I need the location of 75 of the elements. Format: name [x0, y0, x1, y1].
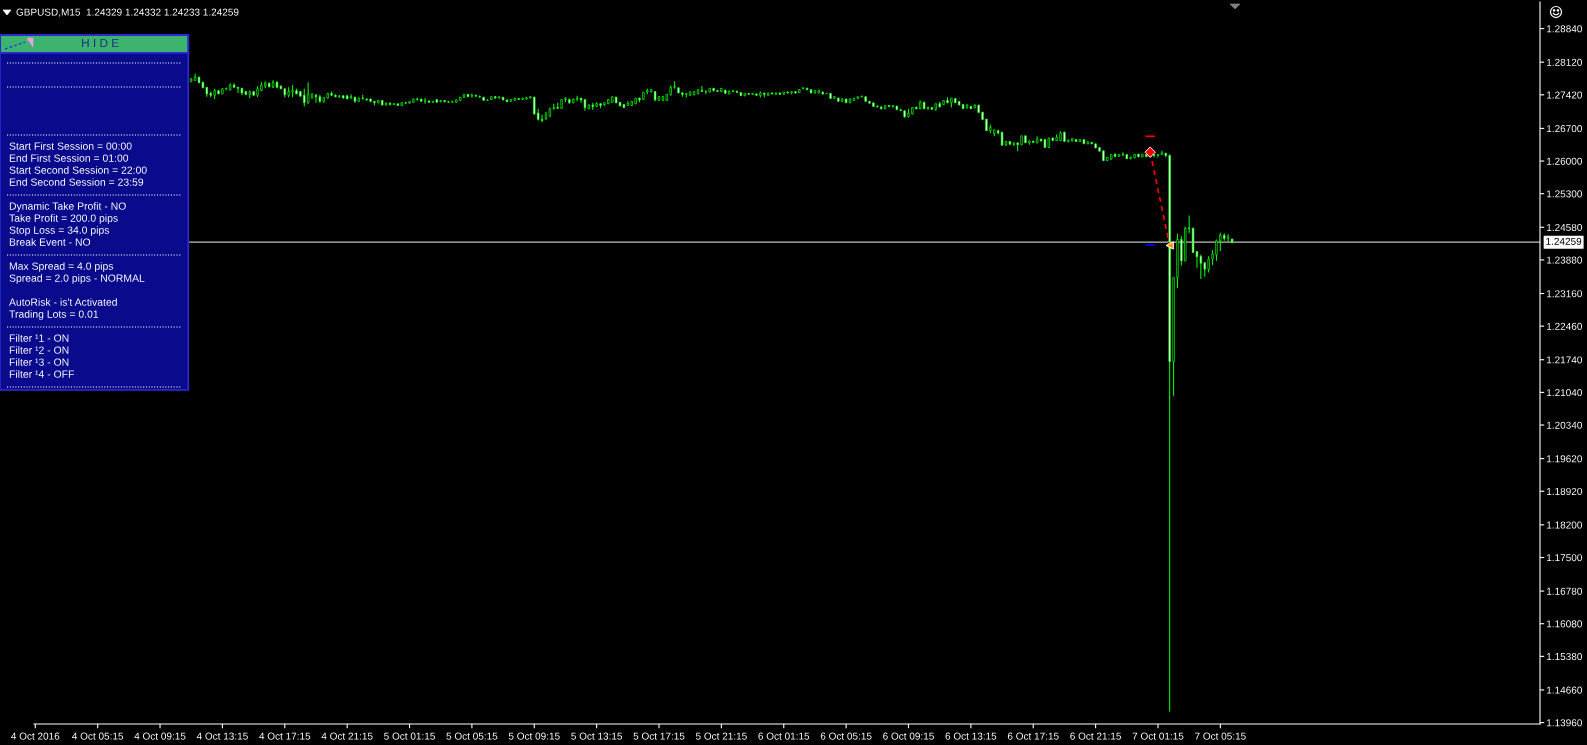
x-tick-label: 4 Oct 21:15	[321, 732, 373, 740]
x-tick-label: 6 Oct 01:15	[758, 732, 810, 740]
y-tick-label: 1.27420	[1547, 91, 1583, 99]
annotation: Filter ¹4 - OFF	[9, 370, 74, 378]
annotation: Spread = 2.0 pips - NORMAL	[9, 274, 145, 284]
y-tick-label: 1.25300	[1547, 190, 1583, 198]
y-tick-label: 1.17500	[1547, 554, 1583, 562]
y-tick-label: 1.23160	[1547, 290, 1583, 298]
x-tick-label: 5 Oct 21:15	[695, 732, 747, 740]
annotation: H I D E	[82, 38, 119, 48]
annotation: Max Spread = 4.0 pips	[9, 262, 114, 272]
candlestick	[307, 81, 310, 105]
x-tick-label: 7 Oct 01:15	[1132, 732, 1184, 740]
candlestick	[533, 96, 536, 116]
y-tick-label: 1.19620	[1547, 455, 1583, 463]
x-tick-label: 5 Oct 01:15	[384, 732, 435, 740]
annotation: Start Second Session = 22:00	[9, 166, 147, 174]
y-tick-label: 1.18920	[1547, 487, 1583, 495]
y-tick-label: 1.23880	[1547, 256, 1583, 264]
y-tick-label: 1.24580	[1547, 223, 1583, 231]
y-tick-label: 1.14660	[1547, 686, 1583, 694]
annotation: Start First Session = 00:00	[9, 142, 132, 150]
candlestick	[423, 97, 427, 105]
y-tick-label: 1.28120	[1547, 58, 1583, 66]
x-tick-label: 6 Oct 13:15	[945, 732, 997, 740]
x-tick-label: 7 Oct 05:15	[1195, 732, 1246, 740]
annotation: Break Event - NO	[9, 238, 91, 246]
x-tick-label: 6 Oct 17:15	[1007, 732, 1059, 740]
y-tick-label: 1.22460	[1547, 322, 1583, 330]
candlestick	[470, 92, 474, 99]
x-tick-label: 4 Oct 2016	[11, 732, 60, 740]
annotation: Filter ¹1 - ON	[9, 334, 69, 342]
candlestick	[1215, 238, 1218, 262]
y-tick-label: 1.21740	[1547, 356, 1583, 364]
candlestick	[236, 86, 240, 94]
candlestick	[700, 85, 704, 93]
annotation: Filter ¹3 - ON	[9, 358, 69, 366]
y-tick-label: 1.21040	[1547, 389, 1583, 397]
x-tick-label: 4 Oct 09:15	[134, 732, 186, 740]
candlestick	[1226, 233, 1230, 243]
text: GBPUSD,M15 1.24329 1.24332 1.24233 1.24259	[16, 8, 239, 17]
ref-line-label: 1.24259	[1546, 237, 1582, 245]
annotation: Filter ¹2 - ON	[9, 346, 69, 354]
candlestick	[1219, 232, 1222, 252]
annotation: Dynamic Take Profit - NO	[9, 202, 126, 212]
candlestick	[540, 114, 544, 123]
x-tick-label: 6 Oct 09:15	[883, 732, 934, 740]
y-tick-label: 1.20340	[1547, 421, 1583, 429]
x-tick-label: 4 Oct 17:15	[259, 732, 311, 740]
x-tick-label: 6 Oct 21:15	[1070, 732, 1122, 740]
y-tick-label: 1.26000	[1547, 157, 1583, 165]
candlestick	[349, 93, 353, 100]
y-tick-label: 1.16080	[1547, 620, 1583, 628]
annotation: Trading Lots = 0.01	[9, 310, 99, 320]
y-tick-label: 1.26700	[1547, 125, 1583, 133]
annotation: AutoRisk - is't Activated	[9, 298, 117, 306]
y-tick-label: 1.18200	[1547, 521, 1583, 529]
x-tick-label: 6 Oct 05:15	[820, 732, 872, 740]
x-tick-label: 5 Oct 05:15	[446, 732, 498, 740]
x-tick-label: 4 Oct 05:15	[72, 732, 124, 740]
y-tick-label: 1.28840	[1547, 25, 1583, 33]
x-tick-label: 5 Oct 13:15	[571, 732, 623, 740]
x-tick-label: 5 Oct 17:15	[633, 732, 685, 740]
annotation: Stop Loss = 34.0 pips	[9, 226, 110, 236]
candlestick	[1199, 254, 1203, 280]
y-tick-label: 1.16780	[1547, 587, 1583, 595]
y-tick-label: 1.15380	[1547, 653, 1583, 661]
annotation: End Second Session = 23:59	[9, 178, 144, 186]
annotation: Take Profit = 200.0 pips	[9, 214, 118, 224]
x-tick-label: 5 Oct 09:15	[508, 732, 560, 740]
candlestick	[314, 93, 318, 104]
candlestick	[926, 105, 930, 111]
annotation: End First Session = 01:00	[9, 154, 129, 162]
y-tick-label: 1.13960	[1547, 719, 1583, 727]
x-tick-label: 4 Oct 13:15	[196, 732, 248, 740]
